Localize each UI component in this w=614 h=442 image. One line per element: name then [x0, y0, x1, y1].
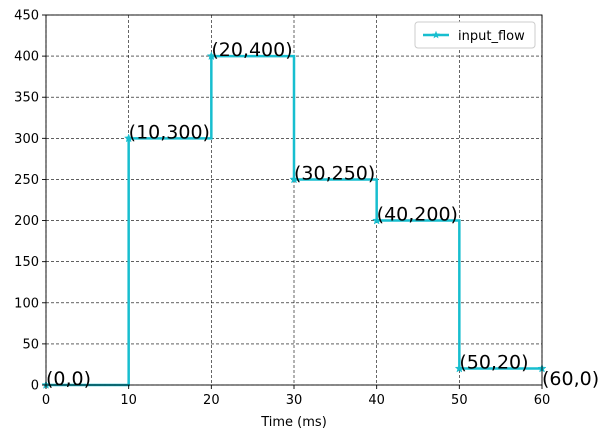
x-tick-label: 60	[534, 393, 551, 408]
tick-layer: 0 10 20 30 40 50 60 0 50 100 150 200 250 300 350 400 450	[14, 9, 550, 409]
x-tick-label: 50	[451, 393, 468, 408]
x-tick-label: 20	[203, 393, 220, 408]
y-tick-label: 100	[14, 296, 39, 311]
series-marker-point	[372, 215, 382, 225]
y-tick-label: 150	[14, 255, 39, 270]
series-marker-point	[289, 174, 299, 184]
x-tick-label: 10	[120, 393, 137, 408]
data-annotation: (50,20)	[459, 352, 528, 374]
y-tick-label: 400	[14, 50, 39, 65]
legend-box	[414, 21, 536, 49]
legend-star-marker	[432, 30, 440, 39]
data-annotation: (0,0)	[46, 368, 91, 390]
y-tick-label: 200	[14, 214, 39, 229]
x-axis-title: Time (ms)	[260, 415, 327, 430]
legend: input_flow	[414, 21, 536, 49]
data-annotation: (10,300)	[129, 121, 210, 143]
y-tick-label: 250	[14, 173, 39, 188]
y-tick-label: 0	[31, 379, 39, 394]
annotation-layer: (0,0) (10,300) (20,400) (30,250)(40,200) (50…	[46, 39, 599, 390]
series-marker-point	[454, 363, 464, 373]
x-tick-label: 40	[368, 393, 385, 408]
x-tick-label: 0	[42, 393, 50, 408]
y-tick-label: 350	[14, 91, 39, 106]
y-tick-label: 450	[14, 9, 39, 24]
series-line-input_flow	[46, 54, 542, 387]
y-tick-label: 50	[22, 337, 39, 352]
y-tick-label: 300	[14, 132, 39, 147]
series-marker-point	[124, 133, 134, 143]
data-annotation: (40,200)	[377, 204, 458, 226]
x-tick-label: 30	[286, 393, 303, 408]
data-annotation: (20,400)	[211, 39, 292, 61]
series-marker-point	[206, 51, 216, 61]
data-annotation: (60,0)	[542, 368, 599, 390]
data-annotation: (30,250)	[294, 162, 375, 184]
legend-entry-label: input_flow	[458, 29, 525, 44]
